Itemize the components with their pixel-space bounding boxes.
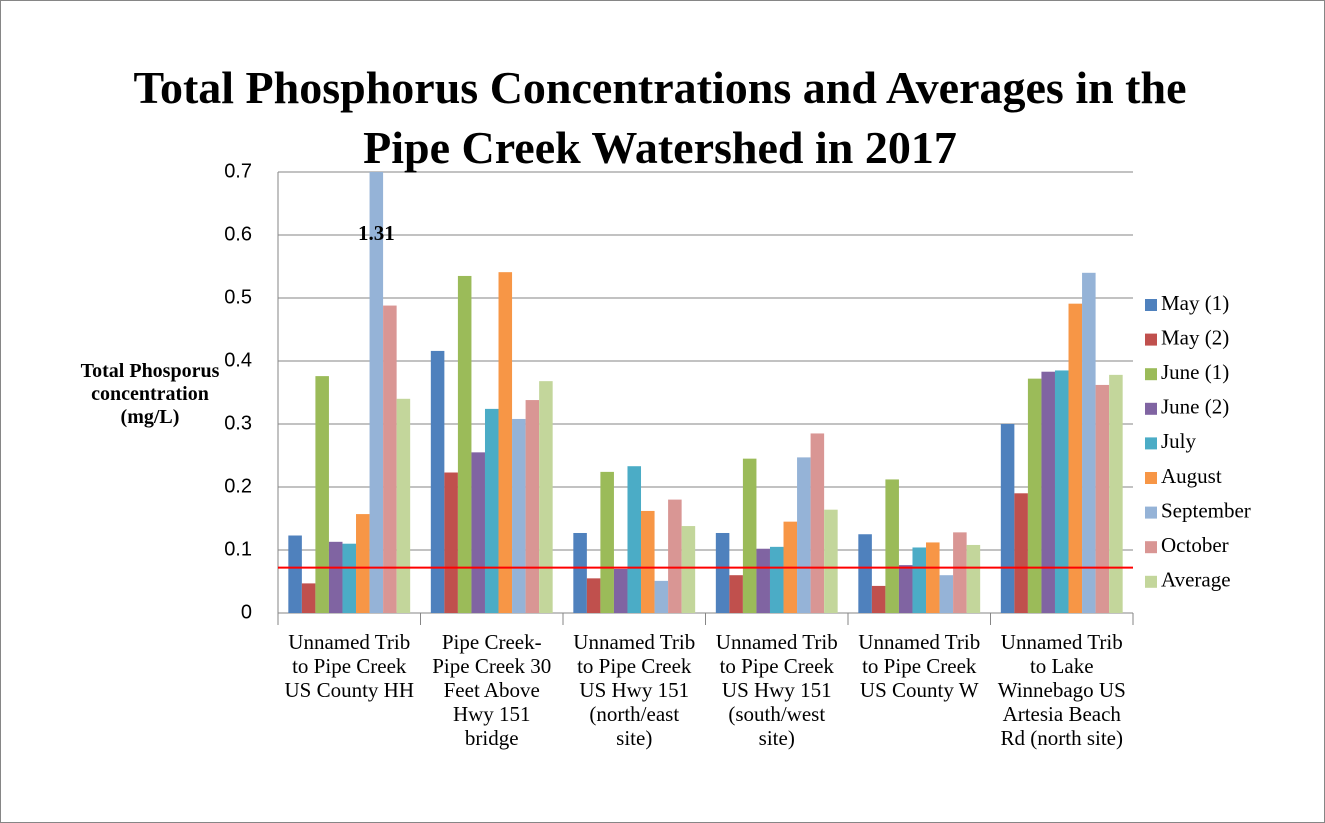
legend-swatch (1145, 575, 1157, 588)
bar (342, 543, 357, 613)
bar (288, 535, 302, 613)
bar (1014, 493, 1028, 613)
bar (729, 575, 743, 613)
bar (525, 400, 540, 613)
legend-swatch (1145, 333, 1157, 346)
bar (512, 418, 526, 613)
bar (315, 376, 329, 613)
bar (539, 381, 553, 613)
legend-swatch (1145, 541, 1157, 554)
annotation: 1.31 (358, 221, 395, 245)
bar (1082, 272, 1096, 613)
y-tick-label: 0.2 (224, 475, 252, 497)
bar (654, 580, 669, 613)
bar (586, 578, 601, 613)
legend-swatch (1145, 506, 1157, 519)
bar (573, 532, 587, 613)
bar (966, 544, 981, 613)
legend-swatch (1145, 472, 1157, 484)
bar (871, 585, 886, 613)
bar (1027, 378, 1042, 613)
bar (1054, 370, 1069, 613)
bar (912, 547, 927, 613)
legend-swatch (1145, 437, 1157, 450)
bar (715, 532, 730, 613)
bar (301, 583, 316, 613)
bar (356, 514, 370, 613)
chart-title: Total Phosphorus Concentrations and Aver… (133, 62, 1187, 173)
legend-label: Average (1161, 568, 1231, 592)
bar (1000, 424, 1015, 613)
bar (457, 275, 472, 613)
x-tick-label: Unnamed Trib to Pipe Creek US Hwy 151 (n… (573, 630, 696, 750)
x-tick-label: Unnamed Trib to Lake Winnebago US Artesi… (997, 630, 1126, 750)
bar (627, 466, 642, 613)
bar (668, 499, 682, 613)
y-tick-label: 0.1 (224, 538, 252, 560)
bar (383, 305, 397, 613)
legend-label: May (2) (1161, 325, 1229, 349)
bars (288, 172, 1123, 613)
bar (396, 398, 411, 613)
bar (824, 509, 838, 613)
legend-label: August (1161, 464, 1222, 488)
legend-swatch (1145, 368, 1157, 381)
legend-label: July (1161, 429, 1197, 453)
legend-label: September (1161, 498, 1251, 522)
y-tick-label: 0.6 (224, 223, 252, 245)
bar (328, 541, 343, 613)
bar (484, 408, 499, 613)
x-tick-label: Unnamed Trib to Pipe Creek US County HH (284, 630, 415, 702)
bar (1041, 371, 1055, 613)
y-tick-label: 0.5 (224, 286, 252, 308)
bar (756, 548, 770, 613)
bar (498, 272, 513, 613)
bar (939, 575, 954, 613)
bar (641, 510, 655, 613)
bar (926, 542, 940, 613)
y-axis-label: Total Phosporus concentration (mg/L) (80, 360, 220, 428)
bar (885, 479, 899, 613)
bar (769, 546, 784, 613)
x-tick-label: Unnamed Trib to Pipe Creek US County W (858, 630, 981, 702)
x-tick-label: Unnamed Trib to Pipe Creek US Hwy 151 (s… (715, 630, 838, 750)
legend-swatch (1145, 299, 1157, 311)
legend-swatch (1145, 402, 1157, 415)
bar (810, 433, 825, 613)
bar (898, 565, 913, 613)
legend-label: June (1) (1161, 360, 1229, 384)
bar (600, 471, 614, 613)
y-tick-label: 0.7 (224, 160, 252, 182)
bar (953, 532, 967, 613)
y-tick-label: 0.3 (224, 412, 252, 434)
bar (471, 452, 485, 613)
bar (858, 534, 872, 613)
bar (1068, 303, 1083, 613)
bar (613, 568, 628, 613)
bar (742, 458, 757, 613)
bar (681, 526, 696, 613)
bar (444, 472, 458, 613)
y-tick-label: 0.4 (224, 349, 252, 371)
bar (1109, 374, 1123, 613)
bar (369, 172, 384, 613)
x-tick-label: Pipe Creek-Pipe Creek 30 Feet Above Hwy … (432, 630, 552, 750)
bar (797, 457, 811, 613)
legend-label: June (2) (1161, 395, 1229, 419)
y-tick-label: 0 (241, 601, 252, 623)
legend-label: October (1161, 533, 1229, 557)
bar (430, 350, 445, 613)
legend-label: May (1) (1161, 291, 1229, 315)
bar (1095, 384, 1110, 613)
